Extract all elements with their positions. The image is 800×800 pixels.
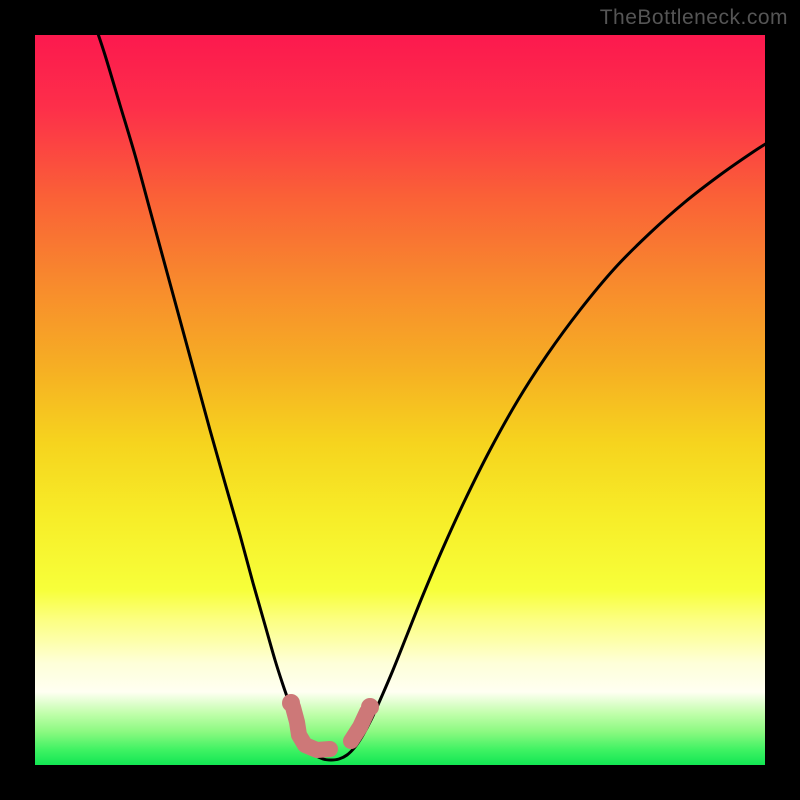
bottleneck-chart (0, 0, 800, 800)
